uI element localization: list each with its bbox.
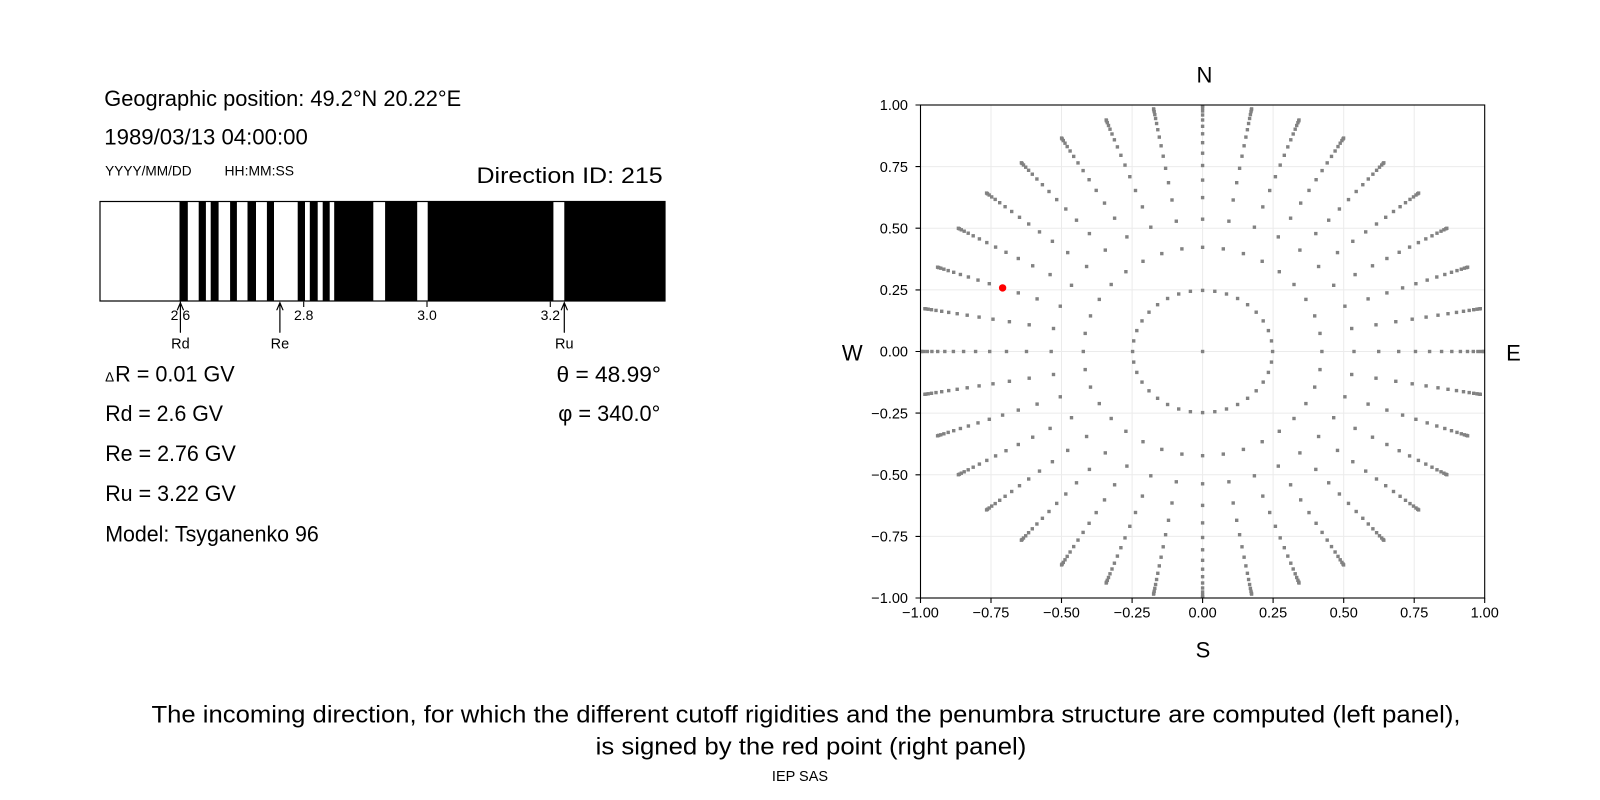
svg-text:3.2: 3.2 bbox=[541, 307, 561, 323]
svg-text:W: W bbox=[842, 340, 863, 365]
svg-text:The incoming direction, for wh: The incoming direction, for which the di… bbox=[152, 702, 1461, 729]
svg-text:0.75: 0.75 bbox=[880, 160, 908, 176]
svg-text:0.75: 0.75 bbox=[1400, 606, 1428, 622]
svg-text:Geographic position: 49.2°N 20: Geographic position: 49.2°N 20.22°E bbox=[104, 86, 461, 111]
svg-text:−0.50: −0.50 bbox=[1043, 606, 1080, 622]
svg-text:Ru = 3.22 GV: Ru = 3.22 GV bbox=[105, 481, 236, 506]
svg-text:E: E bbox=[1506, 340, 1521, 365]
svg-text:φ = 340.0°: φ = 340.0° bbox=[558, 401, 660, 426]
svg-text:0.50: 0.50 bbox=[880, 221, 908, 237]
svg-text:Ru: Ru bbox=[555, 336, 574, 352]
svg-text:1.00: 1.00 bbox=[1471, 606, 1499, 622]
svg-text:2.8: 2.8 bbox=[294, 307, 314, 323]
svg-text:0.50: 0.50 bbox=[1330, 606, 1358, 622]
svg-text:3.0: 3.0 bbox=[417, 307, 437, 323]
svg-text:−0.25: −0.25 bbox=[1114, 606, 1151, 622]
svg-text:−0.50: −0.50 bbox=[871, 468, 908, 484]
svg-text:0.25: 0.25 bbox=[880, 283, 908, 299]
svg-text:1989/03/13 04:00:00: 1989/03/13 04:00:00 bbox=[104, 125, 307, 150]
svg-text:YYYY/MM/DD: YYYY/MM/DD bbox=[105, 164, 192, 179]
svg-text:Re = 2.76 GV: Re = 2.76 GV bbox=[105, 441, 236, 466]
svg-text:R = 0.01 GV: R = 0.01 GV bbox=[115, 362, 235, 387]
svg-text:0.00: 0.00 bbox=[880, 345, 908, 361]
svg-text:−0.75: −0.75 bbox=[973, 606, 1010, 622]
svg-text:is signed by the red point (ri: is signed by the red point (right panel) bbox=[596, 734, 1027, 761]
svg-text:IEP SAS: IEP SAS bbox=[772, 769, 828, 785]
svg-text:θ = 48.99°: θ = 48.99° bbox=[557, 362, 662, 387]
svg-text:−0.75: −0.75 bbox=[871, 530, 908, 546]
svg-text:−0.25: −0.25 bbox=[871, 406, 908, 422]
svg-text:−1.00: −1.00 bbox=[902, 606, 939, 622]
svg-text:−1.00: −1.00 bbox=[871, 591, 908, 607]
svg-text:HH:MM:SS: HH:MM:SS bbox=[225, 164, 295, 179]
svg-text:N: N bbox=[1197, 63, 1213, 88]
svg-text:Re: Re bbox=[271, 336, 290, 352]
svg-text:∆: ∆ bbox=[106, 370, 115, 385]
svg-text:0.25: 0.25 bbox=[1259, 606, 1287, 622]
svg-text:Model: Tsyganenko 96: Model: Tsyganenko 96 bbox=[105, 522, 319, 547]
svg-text:Rd = 2.6 GV: Rd = 2.6 GV bbox=[105, 401, 223, 426]
svg-text:Direction ID: 215: Direction ID: 215 bbox=[477, 163, 663, 188]
svg-text:Rd: Rd bbox=[171, 336, 190, 352]
svg-text:1.00: 1.00 bbox=[880, 98, 908, 114]
svg-text:0.00: 0.00 bbox=[1188, 606, 1216, 622]
svg-text:S: S bbox=[1196, 638, 1211, 663]
